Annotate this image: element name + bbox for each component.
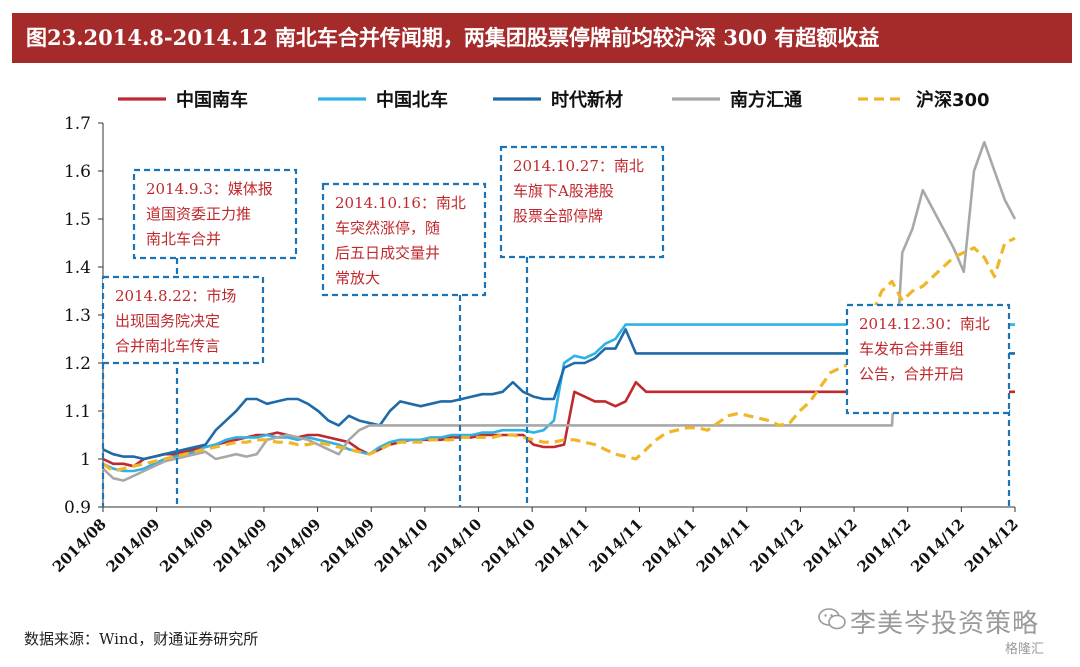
y-tick-label: 1.4 xyxy=(64,258,91,278)
y-tick-label: 1.2 xyxy=(64,354,91,374)
wechat-icon xyxy=(818,608,846,630)
source-note: 数据来源：Wind，财通证券研究所 xyxy=(24,630,259,648)
annotation-text: 2014.10.27：南北 xyxy=(513,157,644,175)
chart-title: 图23.2014.8-2014.12 南北车合并传闻期，两集团股票停牌前均较沪深… xyxy=(12,13,1072,63)
x-tick-label: 2014/08 xyxy=(49,515,110,576)
y-tick-label: 1.6 xyxy=(64,162,91,182)
x-tick-label: 2014/11 xyxy=(639,515,700,576)
x-tick-label: 2014/10 xyxy=(478,515,539,576)
legend-label-3: 南方汇通 xyxy=(730,89,802,111)
annotation-text: 2014.12.30：南北 xyxy=(859,315,990,333)
y-tick-label: 1 xyxy=(80,450,91,470)
y-tick-label: 1.3 xyxy=(64,306,91,326)
annotation-box-2 xyxy=(321,182,487,297)
legend: 中国南车 中国北车 时代新材 南方汇通 沪深300 xyxy=(118,89,990,111)
watermark-sub: 格隆汇 xyxy=(1005,642,1045,657)
annotation-text: 车旗下A股港股 xyxy=(513,182,614,200)
x-tick-label: 2014/09 xyxy=(210,515,271,576)
y-tick-label: 1.7 xyxy=(64,114,91,134)
annotation-text: 2014.9.3：媒体报 xyxy=(146,180,273,198)
watermark: 李美岑投资策略 xyxy=(850,609,1040,639)
x-tick-label: 2014/11 xyxy=(693,515,754,576)
y-tick-label: 1.1 xyxy=(64,402,91,422)
annotation-text: 后五日成交量井 xyxy=(335,244,440,262)
x-tick-label: 2014/11 xyxy=(532,515,593,576)
x-tick-label: 2014/12 xyxy=(746,515,807,576)
annotation-text: 公告，合并开启 xyxy=(859,365,964,383)
x-tick-label: 2014/11 xyxy=(585,515,646,576)
annotation-box-3 xyxy=(499,145,665,259)
x-tick-label: 2014/09 xyxy=(317,515,378,576)
annotation-text: 2014.8.22：市场 xyxy=(115,287,236,305)
annotation-text: 车突然涨停，随 xyxy=(335,219,440,237)
y-tick-label: 1.5 xyxy=(64,210,91,230)
annotation-text: 南北车合并 xyxy=(146,230,221,248)
annotation-text: 道国资委正力推 xyxy=(146,205,251,223)
x-tick-label: 2014/12 xyxy=(907,515,968,576)
y-tick-label: 0.9 xyxy=(64,498,91,518)
x-tick-label: 2014/12 xyxy=(854,515,915,576)
annotation-text: 出现国务院决定 xyxy=(115,312,220,330)
legend-label-2: 时代新材 xyxy=(551,89,623,111)
x-tick-label: 2014/10 xyxy=(424,515,485,576)
annotation-text: 股票全部停牌 xyxy=(513,207,603,225)
legend-label-0: 中国南车 xyxy=(176,89,248,111)
x-tick-label: 2014/12 xyxy=(800,515,861,576)
x-tick-label: 2014/09 xyxy=(103,515,164,576)
legend-label-4: 沪深300 xyxy=(916,89,990,111)
annotation-text: 合并南北车传言 xyxy=(115,337,220,355)
x-tick-label: 2014/09 xyxy=(264,515,325,576)
annotation-text: 常放大 xyxy=(335,269,380,287)
annotation-box-1 xyxy=(132,168,298,260)
annotation-box-4 xyxy=(845,303,1011,415)
x-tick-label: 2014/10 xyxy=(371,515,432,576)
annotation-text: 2014.10.16：南北 xyxy=(335,194,466,212)
legend-label-1: 中国北车 xyxy=(376,89,448,111)
annotation-text: 车发布合并重组 xyxy=(859,340,964,358)
annotation-box-0 xyxy=(101,275,265,365)
x-tick-label: 2014/12 xyxy=(961,515,1022,576)
series-line-3 xyxy=(102,140,1017,482)
x-tick-label: 2014/09 xyxy=(156,515,217,576)
